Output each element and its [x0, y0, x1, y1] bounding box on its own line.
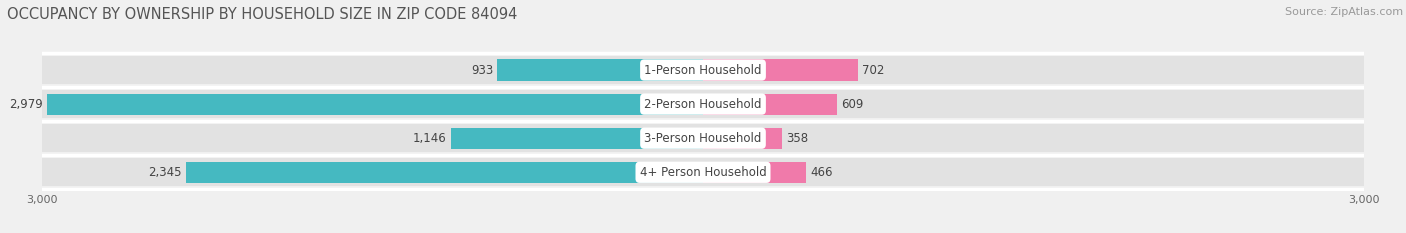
Text: 1,146: 1,146 [412, 132, 446, 145]
Text: 3-Person Household: 3-Person Household [644, 132, 762, 145]
Text: Source: ZipAtlas.com: Source: ZipAtlas.com [1285, 7, 1403, 17]
Bar [703, 59, 858, 81]
Text: 2-Person Household: 2-Person Household [644, 98, 762, 111]
Bar [450, 128, 703, 149]
Text: 2,979: 2,979 [8, 98, 42, 111]
Text: 358: 358 [786, 132, 808, 145]
Bar [42, 158, 703, 186]
Bar [703, 93, 837, 115]
Bar [42, 124, 703, 152]
Bar [42, 90, 703, 118]
Text: 702: 702 [862, 64, 884, 76]
Bar [498, 59, 703, 81]
Bar [42, 56, 703, 84]
Bar [703, 158, 1364, 186]
Text: OCCUPANCY BY OWNERSHIP BY HOUSEHOLD SIZE IN ZIP CODE 84094: OCCUPANCY BY OWNERSHIP BY HOUSEHOLD SIZE… [7, 7, 517, 22]
Text: 933: 933 [471, 64, 494, 76]
Bar [187, 162, 703, 183]
Text: 4+ Person Household: 4+ Person Household [640, 166, 766, 179]
Bar [46, 93, 703, 115]
Text: 1-Person Household: 1-Person Household [644, 64, 762, 76]
Bar [703, 162, 806, 183]
Bar [703, 90, 1364, 118]
Text: 2,345: 2,345 [149, 166, 181, 179]
Text: 466: 466 [810, 166, 832, 179]
Bar [703, 56, 1364, 84]
Text: 609: 609 [842, 98, 863, 111]
Bar [703, 124, 1364, 152]
Bar [703, 128, 782, 149]
